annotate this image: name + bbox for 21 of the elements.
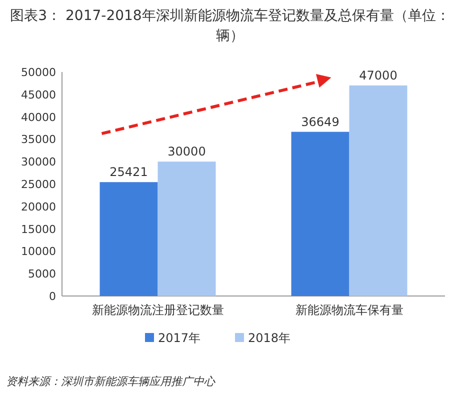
legend-label: 2017年 (158, 331, 201, 345)
legend-label: 2018年 (248, 331, 291, 345)
y-tick-label: 50000 (21, 66, 56, 79)
y-tick-label: 25000 (21, 178, 56, 191)
y-tick-label: 10000 (21, 245, 56, 258)
x-tick-label: 新能源物流车保有量 (295, 303, 404, 317)
y-tick-label: 35000 (21, 133, 56, 146)
y-tick-label: 0 (49, 290, 56, 303)
y-tick-label: 5000 (28, 268, 56, 281)
chart-title: 图表3： 2017-2018年深圳新能源物流车登记数量及总保有量（单位：辆） (10, 7, 450, 46)
y-tick-label: 30000 (21, 156, 56, 169)
y-tick-label: 15000 (21, 222, 56, 236)
x-tick-label: 新能源物流注册登记数量 (92, 303, 224, 317)
data-label: 36649 (301, 114, 340, 129)
y-tick-label: 40000 (21, 110, 56, 124)
data-label: 47000 (359, 68, 398, 82)
y-tick-label: 45000 (21, 88, 56, 102)
text: 资料来源：深圳市新能源车辆应用推广中心 (6, 374, 215, 389)
data-label: 30000 (168, 144, 206, 159)
data-label: 25421 (110, 165, 148, 180)
y-tick-label: 20000 (21, 200, 56, 214)
